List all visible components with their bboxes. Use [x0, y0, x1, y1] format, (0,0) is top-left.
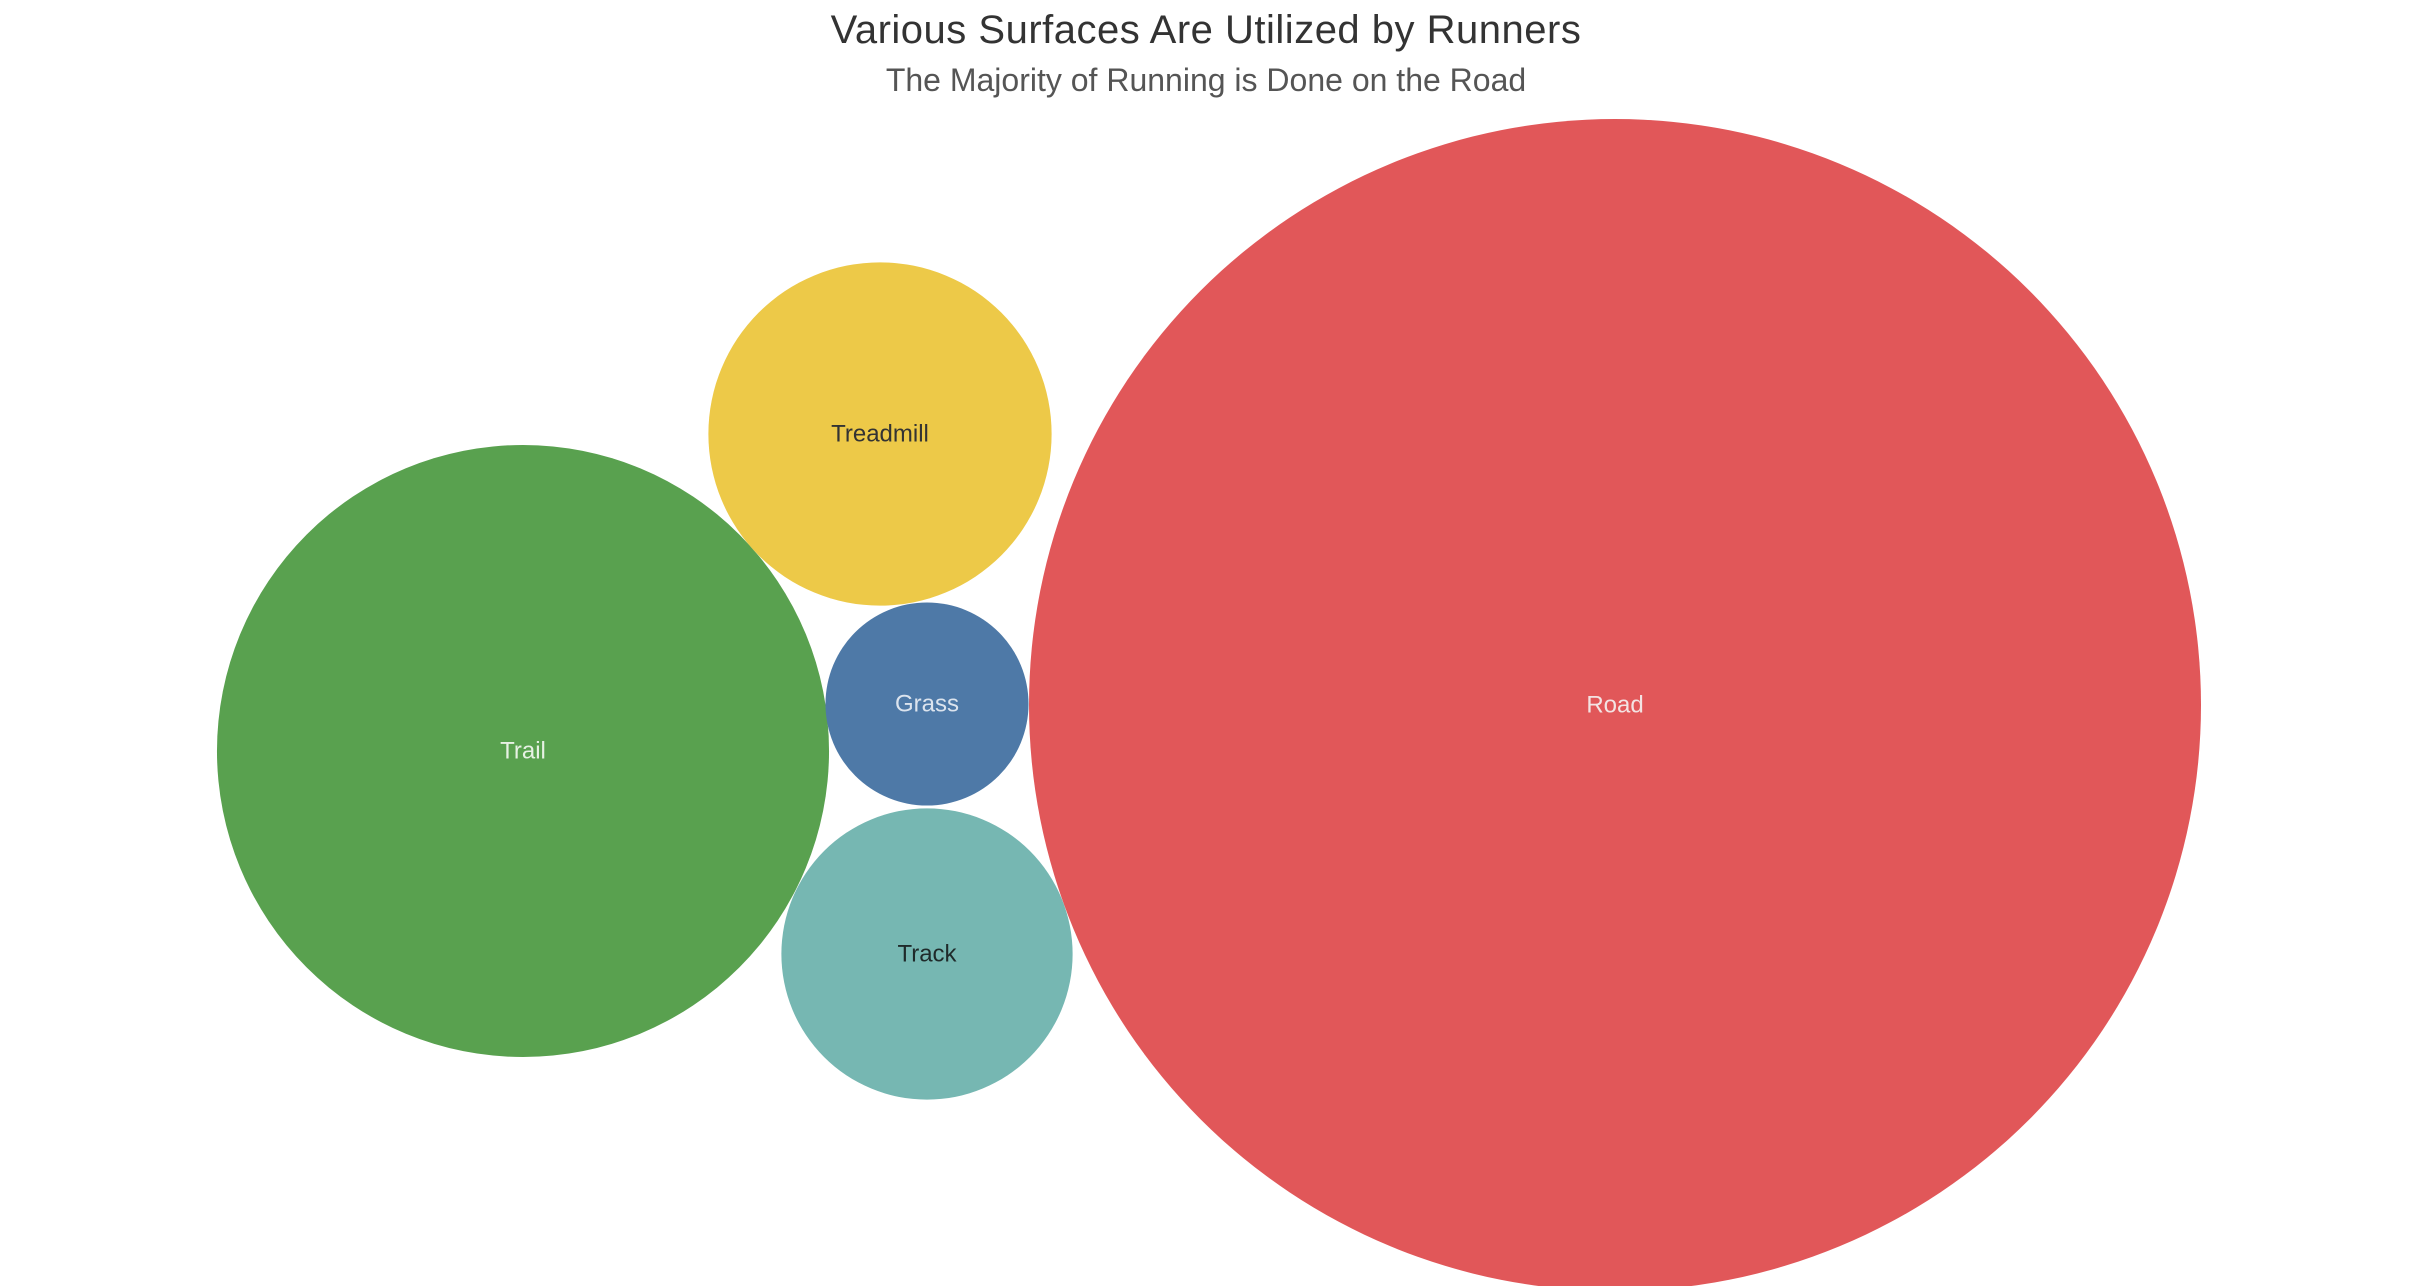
bubble-label-road: Road [1586, 692, 1643, 719]
bubble-label-grass: Grass [895, 691, 959, 718]
bubble-track[interactable] [781, 808, 1073, 1100]
bubble-road[interactable] [1029, 119, 2201, 1286]
bubble-treadmill[interactable] [708, 262, 1052, 606]
bubble-grass[interactable] [825, 602, 1029, 806]
bubble-label-treadmill: Treadmill [831, 421, 929, 448]
chart-title: Various Surfaces Are Utilized by Runners [830, 8, 1582, 52]
bubble-trail[interactable] [216, 444, 830, 1058]
bubble-label-track: Track [897, 941, 957, 968]
chart-subtitle: The Majority of Running is Done on the R… [885, 62, 1527, 98]
bubble-label-trail: Trail [500, 738, 546, 765]
